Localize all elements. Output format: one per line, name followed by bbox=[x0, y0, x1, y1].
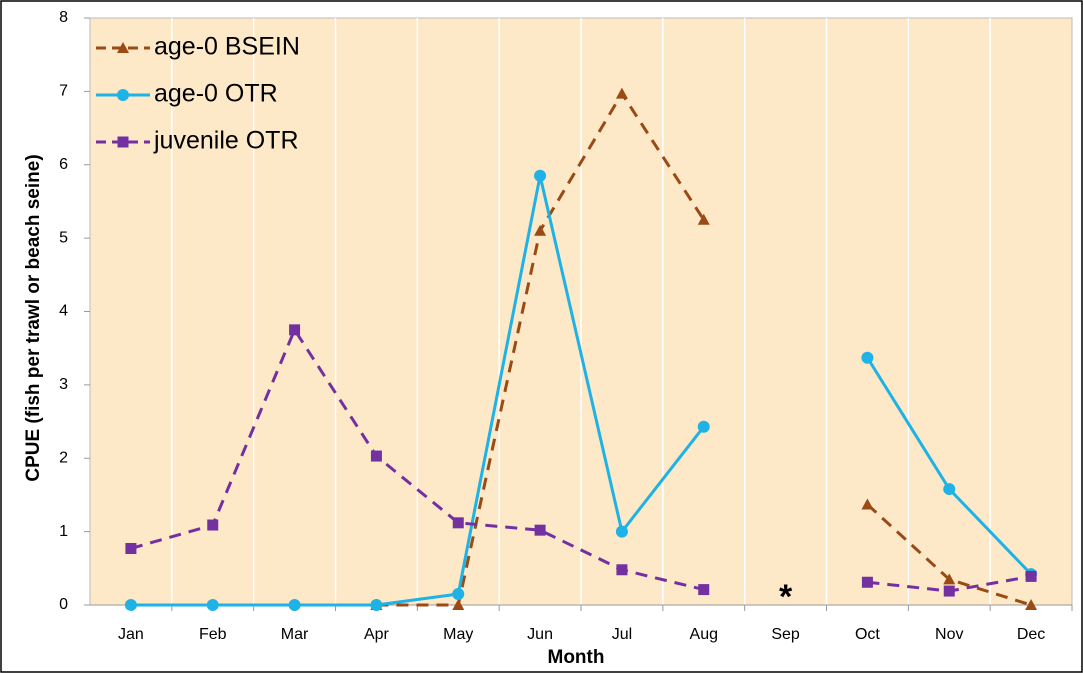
x-tick-label: Jun bbox=[527, 626, 553, 643]
y-tick-label: 0 bbox=[59, 596, 68, 613]
x-tick-label: Oct bbox=[855, 626, 880, 643]
marker bbox=[534, 524, 546, 536]
x-tick-label: May bbox=[443, 626, 473, 643]
x-tick-label: Aug bbox=[690, 626, 718, 643]
y-tick-label: 3 bbox=[59, 376, 68, 393]
marker bbox=[861, 351, 874, 364]
marker bbox=[452, 599, 465, 610]
marker bbox=[289, 324, 301, 336]
x-tick-label: Jul bbox=[612, 626, 632, 643]
x-tick-label: Feb bbox=[199, 626, 227, 643]
marker bbox=[861, 498, 874, 510]
marker bbox=[1025, 599, 1038, 610]
annotation: * bbox=[779, 578, 793, 616]
y-tick-label: 6 bbox=[59, 156, 68, 173]
legend-label: age-0 BSEIN bbox=[154, 33, 300, 61]
y-axis-title: CPUE (fish per trawl or beach seine) bbox=[23, 154, 44, 481]
marker bbox=[534, 224, 547, 236]
marker bbox=[698, 584, 710, 596]
y-tick-label: 1 bbox=[59, 523, 68, 540]
marker bbox=[615, 525, 628, 538]
marker bbox=[370, 599, 383, 611]
marker bbox=[452, 587, 465, 600]
x-tick-label: Sep bbox=[771, 626, 800, 643]
marker bbox=[125, 543, 137, 555]
legend-label: age-0 OTR bbox=[154, 80, 278, 108]
y-tick-label: 5 bbox=[59, 229, 68, 246]
marker bbox=[288, 599, 301, 611]
series bbox=[125, 324, 1037, 597]
marker bbox=[534, 169, 547, 182]
x-tick-label: Apr bbox=[364, 626, 390, 643]
marker bbox=[943, 573, 956, 585]
marker bbox=[697, 213, 710, 225]
marker bbox=[943, 483, 956, 496]
legend-label: juvenile OTR bbox=[153, 127, 299, 155]
marker bbox=[117, 136, 129, 148]
marker bbox=[206, 599, 219, 611]
series bbox=[124, 169, 1038, 611]
marker bbox=[697, 420, 710, 433]
marker bbox=[117, 89, 129, 101]
x-tick-label: Dec bbox=[1017, 626, 1045, 643]
y-tick-label: 2 bbox=[59, 449, 68, 466]
marker bbox=[616, 564, 628, 576]
series bbox=[370, 87, 1038, 610]
x-tick-label: Jan bbox=[118, 626, 144, 643]
marker bbox=[943, 585, 955, 597]
x-axis-title: Month bbox=[548, 647, 605, 668]
y-tick-label: 4 bbox=[59, 303, 68, 320]
x-tick-label: Nov bbox=[935, 626, 963, 643]
x-tick-label: Mar bbox=[281, 626, 309, 643]
y-tick-label: 7 bbox=[59, 83, 68, 100]
marker bbox=[117, 42, 129, 53]
marker bbox=[452, 517, 464, 529]
marker bbox=[124, 599, 137, 611]
y-tick-label: 8 bbox=[59, 9, 68, 26]
marker bbox=[615, 87, 628, 99]
marker bbox=[370, 450, 382, 462]
marker bbox=[1025, 570, 1037, 582]
marker bbox=[207, 519, 219, 531]
marker bbox=[861, 576, 873, 588]
